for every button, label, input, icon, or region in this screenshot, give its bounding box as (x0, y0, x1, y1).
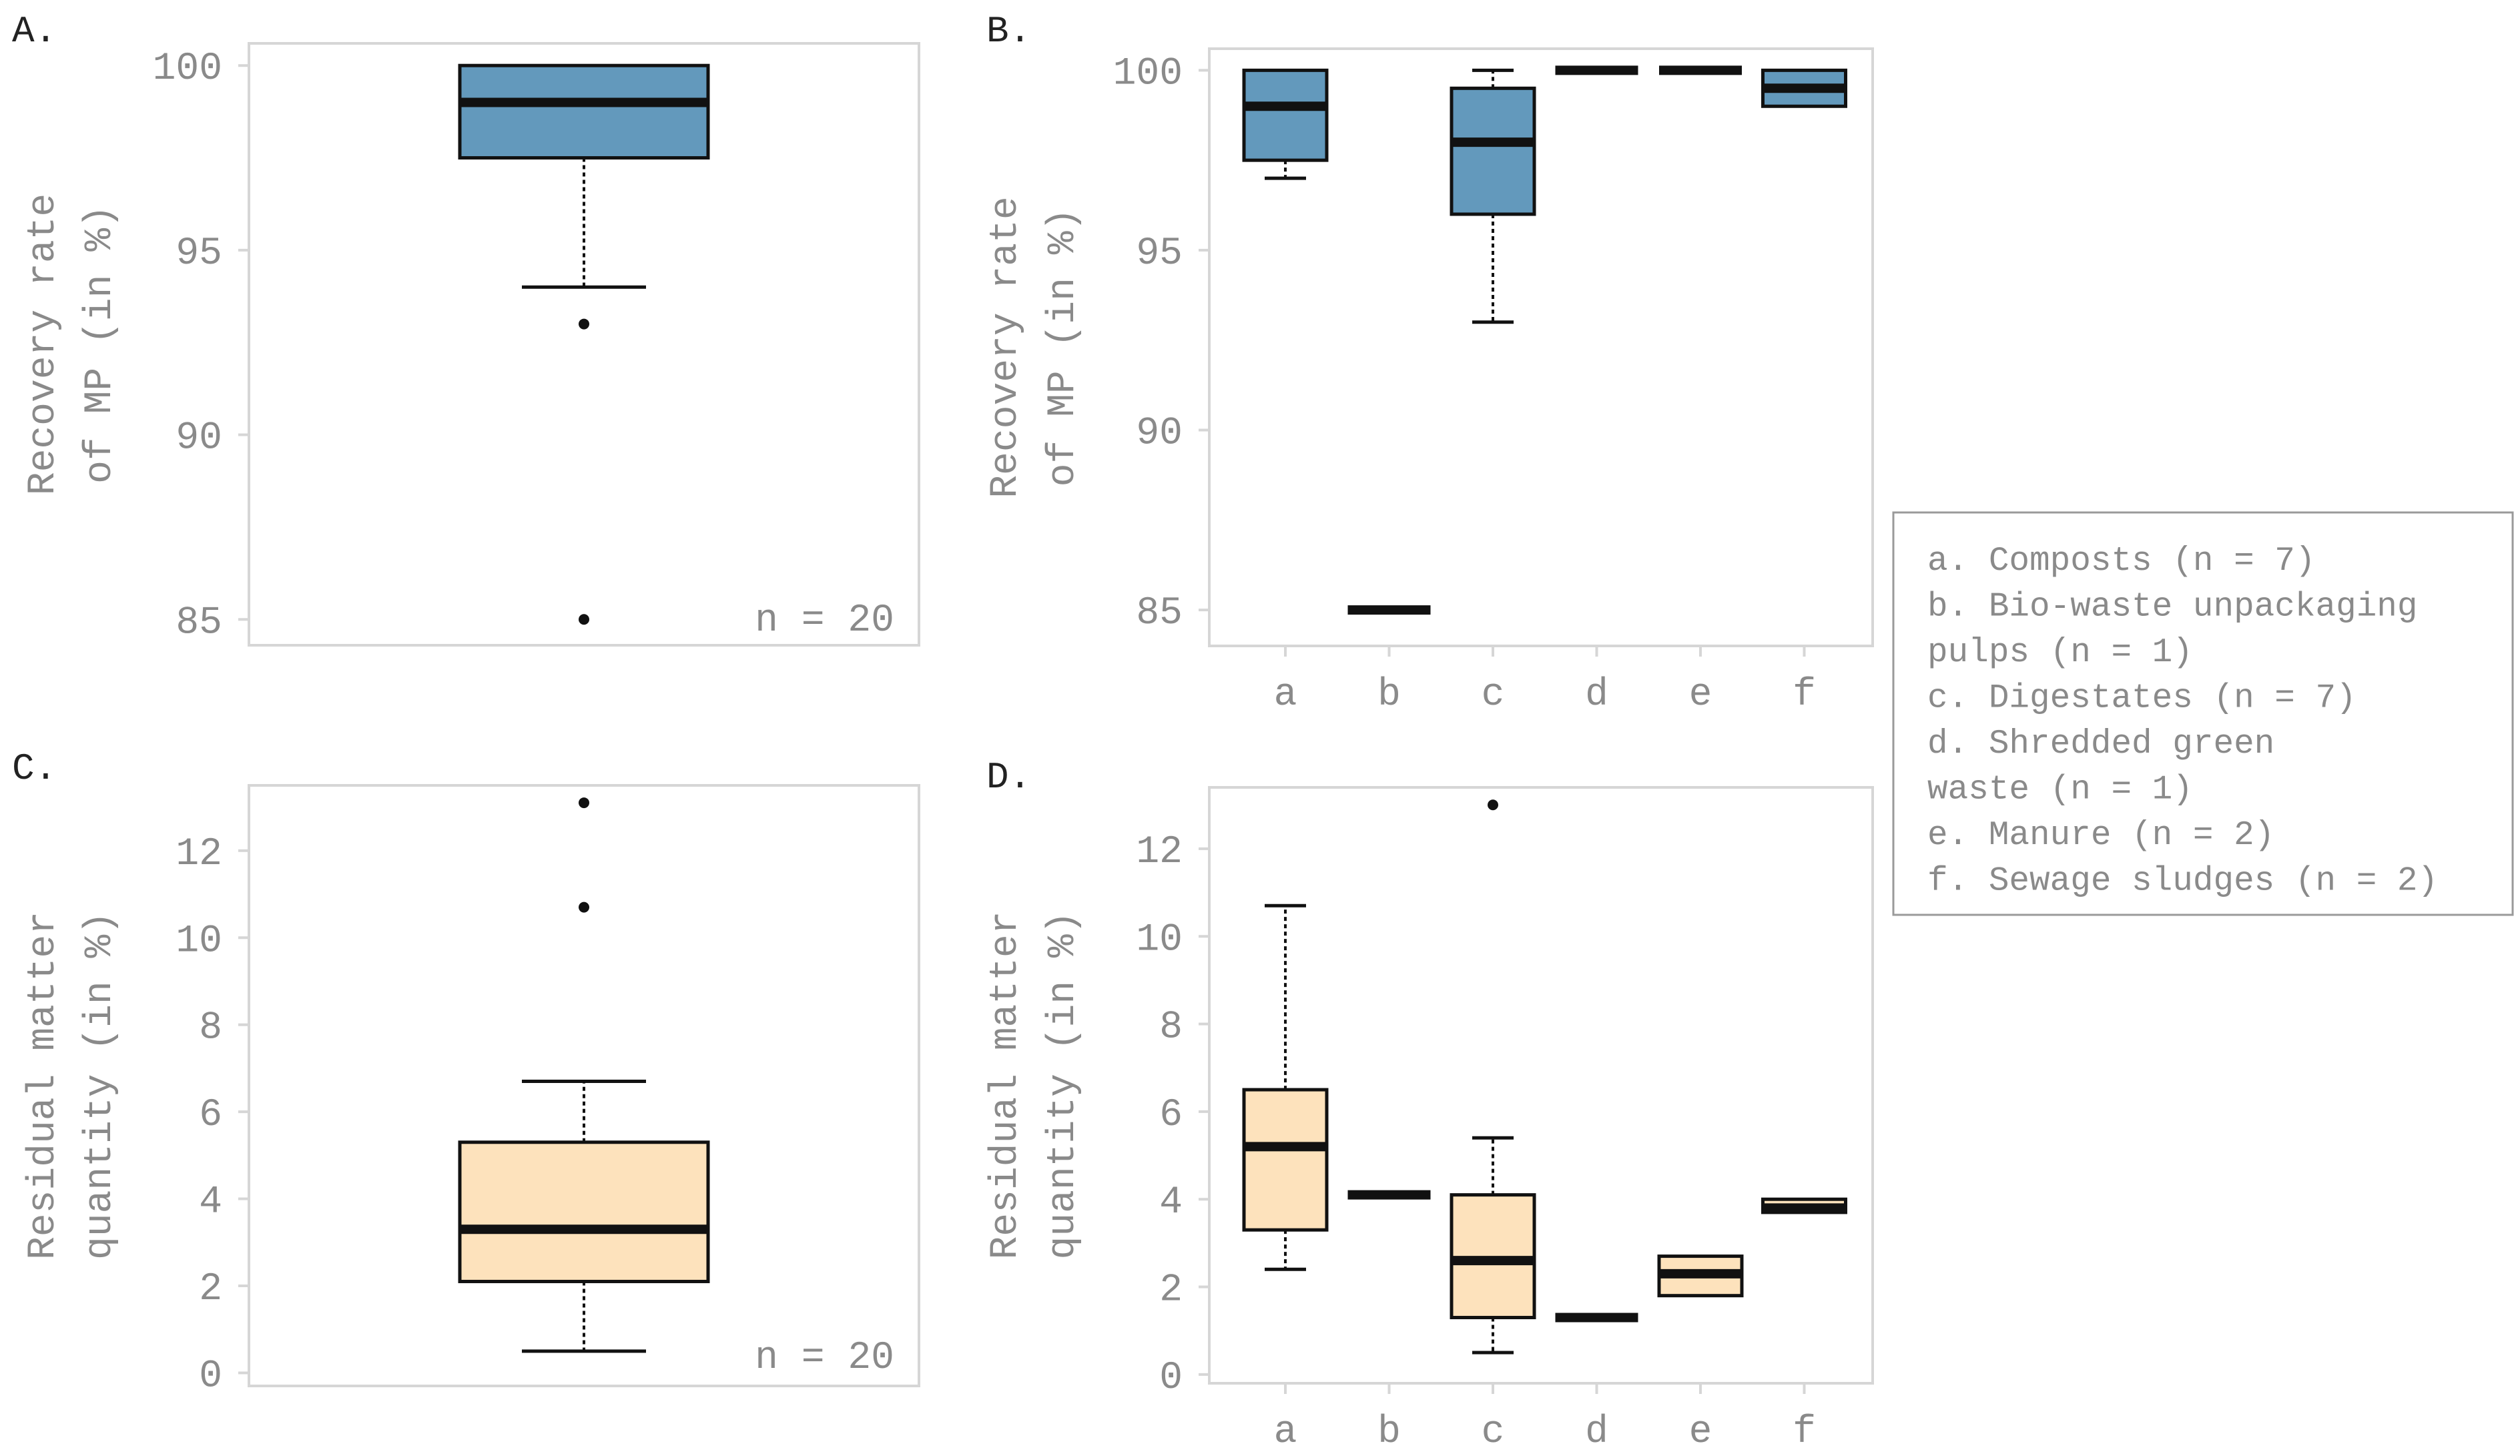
panel-c: C. 0 2 4 6 8 10 12 Residual matter quantity (in %… (12, 747, 920, 1398)
panel-label: A. (12, 10, 57, 53)
x-tick-label-d: d (1585, 1411, 1608, 1454)
legend-item-a: a. Composts (n = 7) (1927, 542, 2316, 581)
y-axis-label: Recovery rate (984, 196, 1028, 498)
y-tick-label: 100 (1113, 52, 1183, 95)
panel-a: A. 85 90 95 100 Recovery rate of MP (in %) n = … (12, 10, 920, 647)
panel-label: B. (986, 10, 1031, 53)
y-tick-label: 100 (153, 47, 222, 91)
y-axis-label: quantity (in %) (1042, 911, 1085, 1259)
x-tick-label-c: c (1482, 673, 1505, 717)
x-tick-label-a: a (1274, 1411, 1297, 1454)
y-tick-label: 6 (1159, 1094, 1183, 1137)
y-tick-label: 0 (199, 1355, 222, 1398)
x-tick-label-b: b (1377, 1411, 1401, 1454)
outlier-point (579, 614, 589, 625)
y-tick-label: 10 (176, 920, 222, 963)
panel-label: C. (12, 747, 57, 790)
y-tick-label: 2 (199, 1268, 222, 1311)
box-all (458, 63, 710, 625)
y-tick-label: 95 (1136, 232, 1183, 276)
y-tick-label: 90 (1136, 412, 1183, 456)
y-tick-label: 12 (1136, 831, 1183, 874)
iqr-box (458, 63, 710, 160)
legend: a. Composts (n = 7) b. Bio-waste unpackag… (1892, 511, 2514, 916)
sample-size-annotation: n = 20 (755, 599, 894, 643)
x-tick-label-e: e (1689, 1411, 1712, 1454)
y-axis-label: Residual matter (22, 912, 65, 1260)
y-axis-label: Recovery rate (22, 194, 65, 495)
y-tick-label: 95 (176, 232, 222, 276)
x-tick-label-f: f (1793, 673, 1816, 717)
x-tick-label-f: f (1793, 1411, 1816, 1454)
plot-frame (248, 42, 920, 647)
legend-item-b: pulps (n = 1) (1927, 634, 2193, 672)
y-axis-label: Residual matter (984, 911, 1028, 1259)
outlier-point (1488, 799, 1498, 811)
iqr-box (1242, 1088, 1329, 1232)
iqr-box (458, 1140, 710, 1283)
x-tick-label-a: a (1274, 673, 1297, 717)
legend-frame (1892, 511, 2514, 916)
panel-label: D. (986, 756, 1031, 799)
x-tick-label-e: e (1689, 673, 1712, 717)
plot-frame (1208, 47, 1874, 647)
y-tick-label: 85 (176, 601, 222, 645)
box-all (458, 797, 710, 1353)
panel-d: D. 0 2 4 6 8 10 12 Residual matter quantity (in %… (984, 756, 1874, 1454)
y-axis-label: quantity (in %) (79, 912, 122, 1260)
y-axis-label: of MP (in %) (1042, 208, 1085, 487)
x-tick-label-d: d (1585, 673, 1608, 717)
outlier-point (579, 797, 589, 809)
legend-item-d: d. Shredded green (1927, 725, 2274, 763)
y-tick-label: 8 (1159, 1006, 1183, 1050)
plot-frame (1208, 786, 1874, 1385)
plot-frame (248, 784, 920, 1387)
legend-item-d: waste (n = 1) (1927, 771, 2193, 809)
y-axis-label: of MP (in %) (79, 205, 122, 484)
box-a (1242, 68, 1329, 180)
iqr-box (1450, 86, 1536, 216)
iqr-box (1242, 68, 1329, 162)
legend-item-e: e. Manure (n = 2) (1927, 817, 2274, 855)
panel-b: B. 85 90 95 100 Recovery rate of MP (in %) a b c d… (984, 10, 1874, 717)
legend-item-c: c. Digestates (n = 7) (1927, 680, 2356, 718)
y-tick-label: 4 (1159, 1181, 1183, 1224)
y-tick-label: 10 (1136, 918, 1183, 962)
y-tick-label: 12 (176, 833, 222, 876)
outlier-point (579, 318, 589, 330)
legend-item-b: b. Bio-waste unpackaging (1927, 589, 2418, 627)
box-a (1242, 903, 1329, 1271)
box-f (1761, 68, 1847, 108)
y-tick-label: 2 (1159, 1269, 1183, 1313)
x-tick-label-c: c (1482, 1411, 1505, 1454)
box-c (1450, 799, 1536, 1355)
y-tick-label: 85 (1136, 592, 1183, 635)
box-c (1450, 68, 1536, 324)
outlier-point (579, 901, 589, 913)
y-tick-label: 6 (199, 1094, 222, 1137)
y-tick-label: 90 (176, 417, 222, 460)
y-tick-label: 4 (199, 1181, 222, 1224)
legend-item-f: f. Sewage sludges (n = 2) (1927, 863, 2438, 901)
y-tick-label: 8 (199, 1007, 222, 1050)
x-tick-label-b: b (1377, 673, 1401, 717)
box-e (1657, 1254, 1744, 1298)
box-f (1761, 1197, 1847, 1214)
sample-size-annotation: n = 20 (755, 1337, 894, 1380)
y-tick-label: 0 (1159, 1357, 1183, 1400)
